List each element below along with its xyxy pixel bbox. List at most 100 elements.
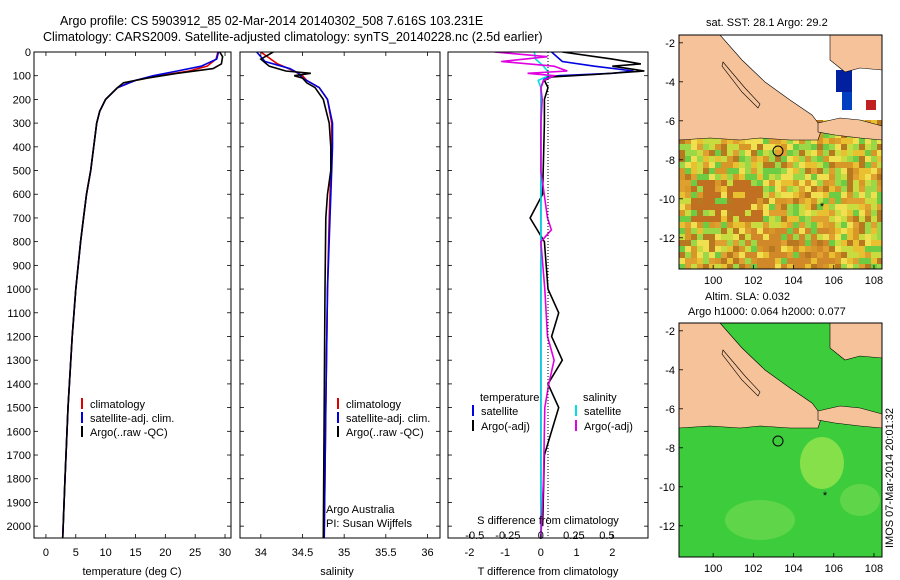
sst-cell	[841, 186, 847, 192]
sst-cell	[685, 168, 691, 174]
sst-cell	[751, 204, 757, 210]
sst-cell	[859, 174, 865, 180]
sst-cell	[829, 192, 835, 198]
sst-cell	[781, 180, 787, 186]
sst-cell	[721, 186, 727, 192]
sst-cell	[769, 192, 775, 198]
sst-cell	[865, 162, 871, 168]
sst-cell	[787, 162, 793, 168]
sst-cell	[733, 216, 739, 222]
sst-cell	[865, 138, 871, 144]
sst-cell	[679, 210, 685, 216]
sst-cell	[733, 138, 739, 144]
sst-cell	[703, 216, 709, 222]
sst-cell	[751, 162, 757, 168]
sst-cell	[745, 264, 751, 269]
sst-cell	[691, 162, 697, 168]
y-tick-label: 1800	[7, 474, 31, 486]
s-difference-label: S difference from climatology	[477, 515, 619, 527]
legend-argo: Argo(..raw -QC)	[90, 427, 168, 439]
sst-cell	[733, 174, 739, 180]
sst-cell	[835, 198, 841, 204]
sst-cell	[685, 234, 691, 240]
sst-cell	[679, 240, 685, 246]
sst-cell	[715, 198, 721, 204]
sst-cell	[817, 156, 823, 162]
sst-cell	[739, 138, 745, 144]
sst-cell	[739, 186, 745, 192]
sst-cell	[679, 234, 685, 240]
sst-cell	[763, 198, 769, 204]
sst-cell	[829, 222, 835, 228]
sst-cell	[829, 156, 835, 162]
sst-cell	[775, 168, 781, 174]
sst-cell	[727, 204, 733, 210]
sst-cell	[721, 234, 727, 240]
sst-cell	[781, 204, 787, 210]
sst-cell	[685, 252, 691, 258]
sst-cell	[829, 234, 835, 240]
sst-cell	[745, 156, 751, 162]
sst-cell	[859, 222, 865, 228]
sst-cell	[787, 210, 793, 216]
sst-cell	[793, 156, 799, 162]
sst-cell	[835, 192, 841, 198]
sst-cell	[685, 156, 691, 162]
sst-cell	[727, 198, 733, 204]
sst-cell	[751, 192, 757, 198]
sst-cell	[799, 156, 805, 162]
sst-cell	[745, 138, 751, 144]
sst-cell	[721, 258, 727, 264]
sst-cell	[859, 264, 865, 269]
sst-cell	[703, 168, 709, 174]
sst-cell	[763, 186, 769, 192]
sst-cell	[715, 138, 721, 144]
sst-cell	[781, 252, 787, 258]
sst-cell	[775, 228, 781, 234]
sst-cell	[829, 162, 835, 168]
sst-cell	[787, 138, 793, 144]
sst-cell	[841, 228, 847, 234]
sst-cell	[727, 246, 733, 252]
sst-cell	[841, 240, 847, 246]
sst-cell	[793, 138, 799, 144]
sst-cell	[769, 240, 775, 246]
sst-cell	[805, 162, 811, 168]
sst-cell	[709, 156, 715, 162]
sst-cell	[709, 252, 715, 258]
sst-cell	[805, 252, 811, 258]
sst-cell	[751, 258, 757, 264]
sst-cell	[811, 246, 817, 252]
y-tick-label: 1000	[7, 284, 31, 296]
sst-cell	[805, 150, 811, 156]
sst-cell	[733, 264, 739, 269]
sst-cell	[877, 210, 882, 216]
sst-cell	[703, 222, 709, 228]
sst-cell	[715, 162, 721, 168]
sst-cell	[715, 258, 721, 264]
sumatra-land	[679, 35, 823, 141]
legend-satellite: satellite-adj. clim.	[90, 413, 174, 425]
legend-title-temperature: temperature	[480, 392, 539, 404]
sst-cell	[877, 150, 882, 156]
sst-cell	[805, 144, 811, 150]
sst-cell	[757, 174, 763, 180]
sst-cell	[787, 144, 793, 150]
argo-position-marker	[772, 435, 784, 447]
sst-cell	[691, 168, 697, 174]
s-tick-label: -0.5	[465, 530, 484, 542]
sst-cell	[721, 138, 727, 144]
sst-cell	[793, 216, 799, 222]
sst-cell	[847, 222, 853, 228]
sst-cell	[703, 258, 709, 264]
y-tick-label: 0	[25, 47, 31, 59]
sst-cell	[817, 174, 823, 180]
sst-cell	[721, 144, 727, 150]
sst-cell	[697, 240, 703, 246]
sst-cell	[865, 198, 871, 204]
sst-cell	[703, 174, 709, 180]
sst-cell	[859, 246, 865, 252]
sst-cell	[697, 252, 703, 258]
sst-cell	[679, 204, 685, 210]
sst-cell	[805, 138, 811, 144]
